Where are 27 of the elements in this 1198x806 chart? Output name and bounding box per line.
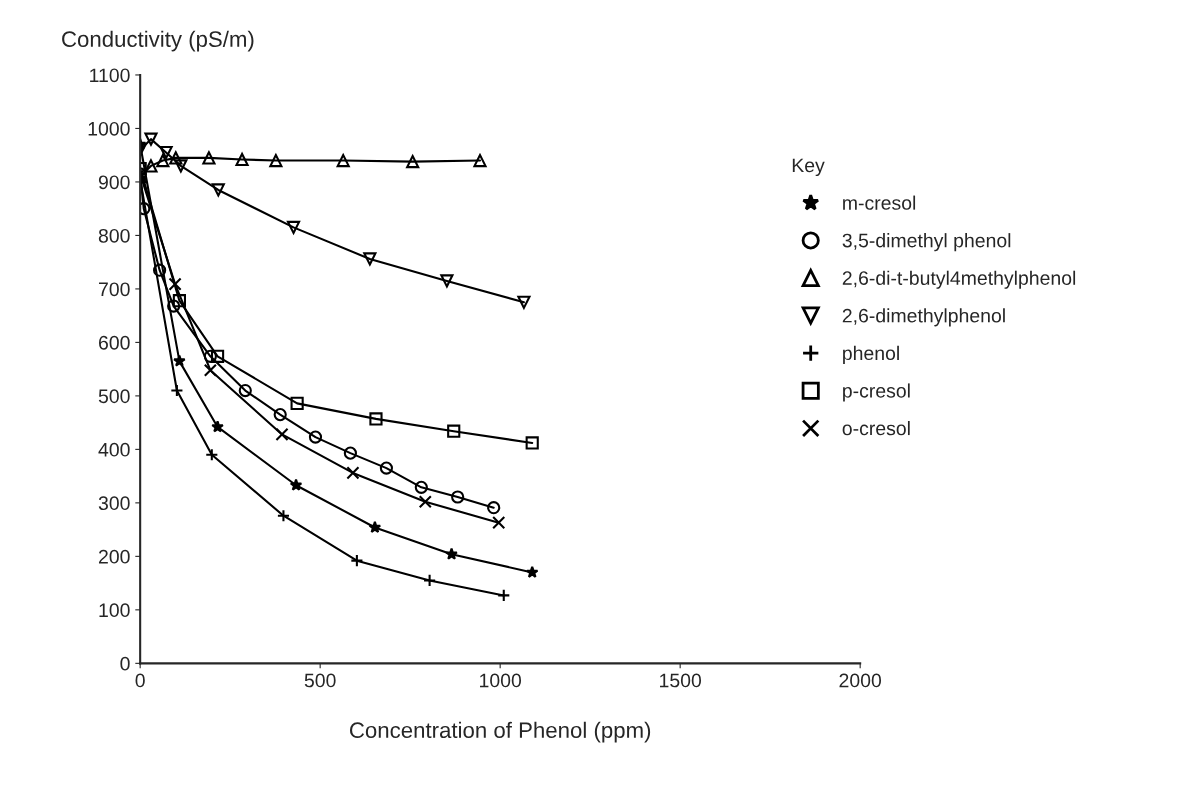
y-tick-label: 300 [98,496,130,511]
y-axis-title: Conductivity (pS/m) [62,30,254,52]
legend-label: m-cresol [843,195,916,210]
x-tick-label: 500 [304,673,336,688]
legend-label: 2,6-di-t-butyl4methylphenol [842,270,1076,289]
y-tick-label: 400 [98,442,130,457]
y-tick-label: 100 [99,603,130,618]
y-tick-label: 600 [98,335,130,350]
x-tick-label: 1000 [480,673,522,688]
y-tick-label: 700 [99,282,130,297]
legend-label: p-cresol [843,383,910,402]
y-tick-label: 1000 [88,121,130,136]
x-tick-label: 0 [135,673,145,688]
y-tick-label: 200 [98,549,130,564]
x-axis-title: Concentration of Phenol (ppm) [349,721,651,743]
y-tick-label: 1100 [90,68,130,83]
legend-label: phenol [843,345,899,364]
y-tick-label: 0 [120,656,130,671]
legend-label: o-cresol [842,420,910,436]
legend-title: Key [792,158,825,177]
y-tick-label: 900 [98,175,130,190]
legend-label: 2,6-dimethylphenol [842,308,1005,327]
x-tick-label: 2000 [839,673,882,688]
x-tick-label: 1500 [660,673,702,688]
y-tick-label: 500 [98,389,130,404]
y-tick-label: 800 [98,228,130,243]
legend-label: 3,5-dimethyl phenol [842,233,1011,252]
